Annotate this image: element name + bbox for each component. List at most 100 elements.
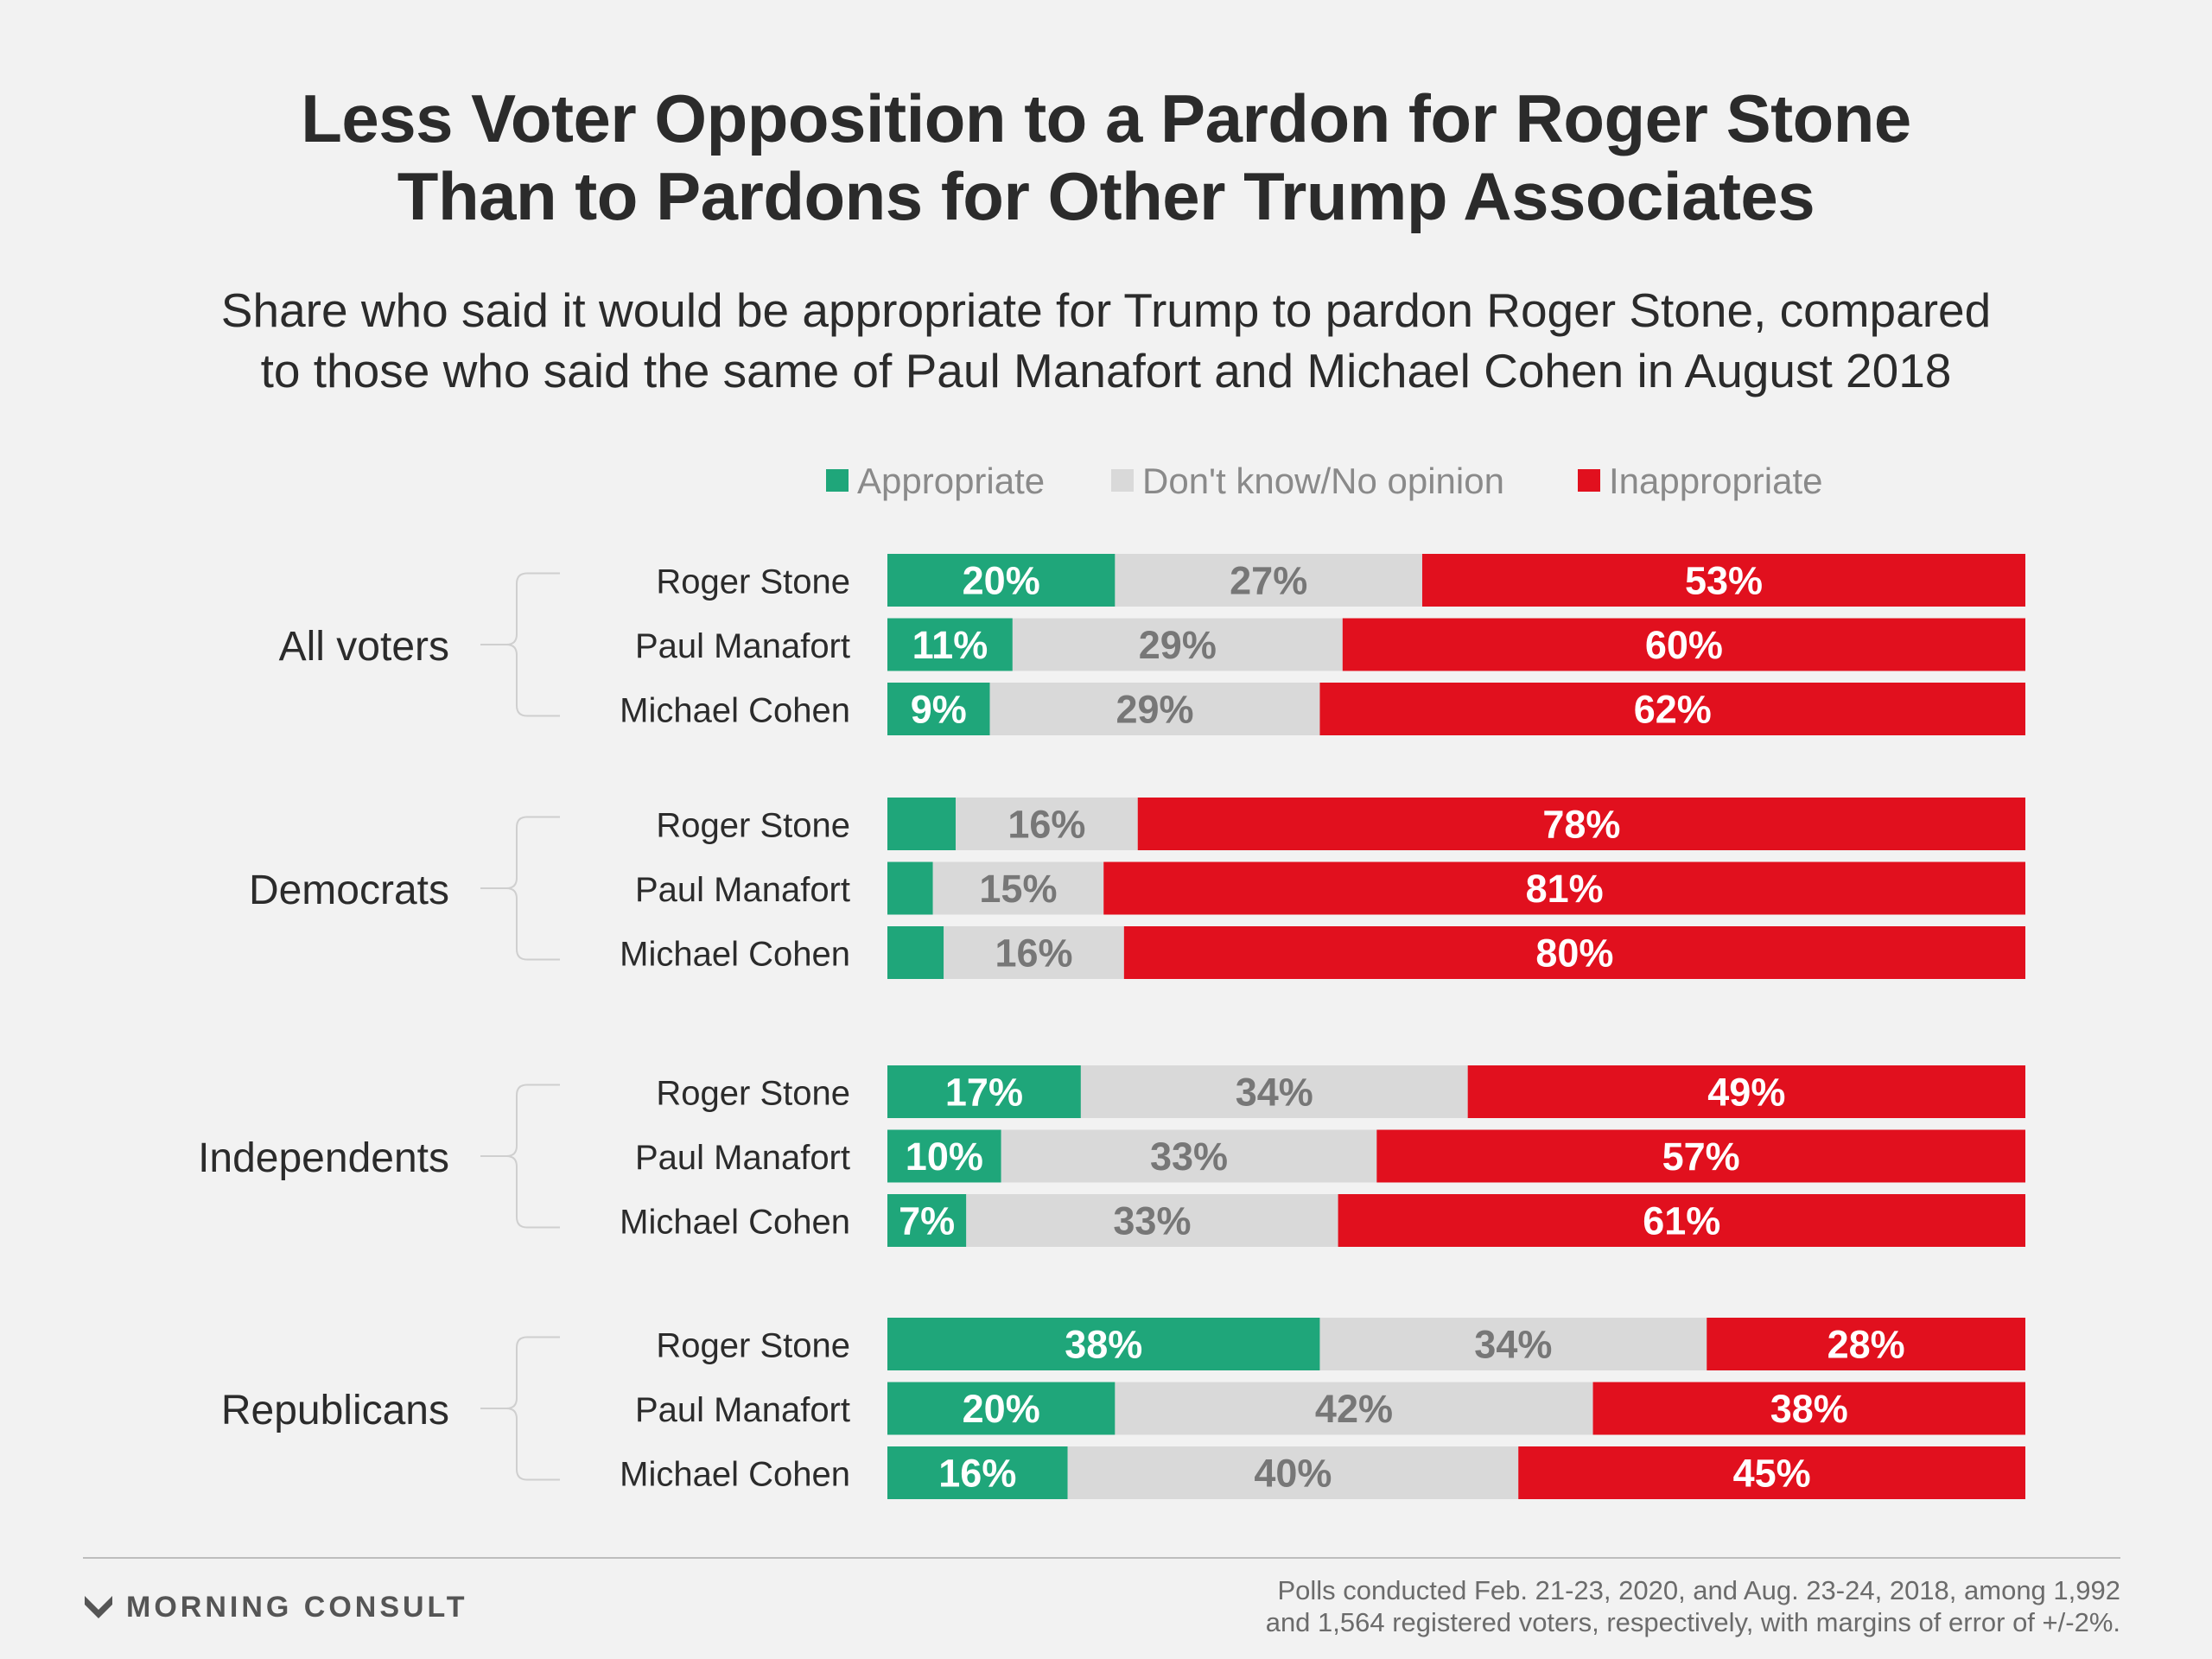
footer-divider bbox=[83, 1557, 2120, 1559]
morning-consult-logo-icon bbox=[85, 1596, 112, 1618]
bar-segment-0 bbox=[887, 683, 990, 735]
row-label: Roger Stone bbox=[656, 1327, 850, 1365]
group-bracket bbox=[480, 816, 560, 961]
bar-value-label: 53% bbox=[1685, 559, 1763, 603]
bar-segment-0 bbox=[887, 618, 1013, 671]
bar-segment-2 bbox=[1467, 1065, 2025, 1118]
group-bracket bbox=[480, 572, 560, 717]
bar-segment-0 bbox=[887, 1065, 1081, 1118]
bar-value-label: 16% bbox=[995, 931, 1072, 976]
bar-value-label: 78% bbox=[1542, 803, 1620, 847]
bar-segment-1 bbox=[966, 1194, 1338, 1247]
bar-value-label: 15% bbox=[979, 867, 1057, 911]
bar-segment-0 bbox=[887, 861, 933, 915]
row-label: Michael Cohen bbox=[620, 1204, 850, 1242]
bar-value-label: 81% bbox=[1526, 867, 1604, 911]
bar-value-label: 49% bbox=[1707, 1071, 1785, 1115]
bar-value-label: 34% bbox=[1236, 1071, 1313, 1115]
bar-value-label: 11% bbox=[912, 623, 988, 667]
bar-segment-1 bbox=[1012, 618, 1343, 671]
bar-value-label: 38% bbox=[1770, 1387, 1848, 1431]
bar-segment-0 bbox=[887, 1194, 967, 1247]
bar-segment-2 bbox=[1518, 1446, 2025, 1499]
group-label: All voters bbox=[279, 624, 449, 670]
chart-subtitle-line-1: Share who said it would be appropriate f… bbox=[220, 283, 1992, 337]
bar-segment-0 bbox=[887, 1129, 1001, 1183]
bar-segment-1 bbox=[1319, 1318, 1707, 1370]
bar-value-label: 20% bbox=[963, 559, 1040, 603]
bar-value-label: 27% bbox=[1230, 559, 1307, 603]
bar-value-label: 57% bbox=[1662, 1135, 1740, 1179]
chart-subtitle: Share who said it would be appropriate f… bbox=[0, 280, 2212, 401]
brand-name: MORNING CONSULT bbox=[126, 1590, 468, 1624]
bar-segment-1 bbox=[956, 798, 1138, 850]
bar-value-label: 80% bbox=[1535, 931, 1613, 976]
legend-label-0: Appropriate bbox=[857, 461, 1045, 501]
bar-value-label: 61% bbox=[1643, 1199, 1720, 1243]
row-label: Roger Stone bbox=[656, 563, 850, 601]
bar-value-label: 42% bbox=[1315, 1387, 1393, 1431]
bar-segment-2 bbox=[1103, 861, 2025, 915]
bar-value-label: 40% bbox=[1254, 1452, 1332, 1496]
bar-segment-1 bbox=[989, 683, 1320, 735]
bar-segment-1 bbox=[1001, 1129, 1377, 1183]
bar-value-label: 7% bbox=[899, 1199, 955, 1243]
chart-title-line-1: Less Voter Opposition to a Pardon for Ro… bbox=[301, 80, 1911, 156]
bar-segment-1 bbox=[932, 861, 1104, 915]
row-label: Paul Manafort bbox=[635, 871, 850, 909]
bar-segment-1 bbox=[1115, 1382, 1593, 1435]
chart-title: Less Voter Opposition to a Pardon for Ro… bbox=[0, 79, 2212, 235]
bar-segment-2 bbox=[1421, 554, 2025, 607]
bar-segment-1 bbox=[1067, 1446, 1519, 1499]
bar-value-label: 29% bbox=[1139, 623, 1217, 667]
bar-segment-2 bbox=[1376, 1129, 2025, 1183]
row-label: Paul Manafort bbox=[635, 627, 850, 665]
group-bracket bbox=[480, 1084, 560, 1229]
row-label: Michael Cohen bbox=[620, 1456, 850, 1494]
bar-segment-2 bbox=[1319, 683, 2025, 735]
group-label: Democrats bbox=[249, 868, 449, 913]
bar-segment-0 bbox=[887, 1382, 1116, 1435]
legend-label-2: Inappropriate bbox=[1609, 461, 1823, 501]
bar-value-label: 60% bbox=[1645, 623, 1723, 667]
bar-segment-2 bbox=[1123, 926, 2025, 979]
brand-logo: MORNING CONSULT bbox=[83, 1590, 468, 1624]
bar-segment-1 bbox=[1115, 554, 1422, 607]
bar-segment-2 bbox=[1707, 1318, 2025, 1370]
bar-value-label: 9% bbox=[911, 688, 967, 732]
bar-segment-0 bbox=[887, 798, 957, 850]
bar-segment-0 bbox=[887, 1318, 1320, 1370]
row-label: Michael Cohen bbox=[620, 692, 850, 730]
bar-value-label: 62% bbox=[1634, 688, 1712, 732]
bar-segment-2 bbox=[1137, 798, 2025, 850]
bar-value-label: 33% bbox=[1150, 1135, 1228, 1179]
bar-value-label: 38% bbox=[1065, 1323, 1142, 1367]
bar-value-label: 28% bbox=[1827, 1323, 1905, 1367]
bar-segment-2 bbox=[1592, 1382, 2025, 1435]
bar-value-label: 16% bbox=[1007, 803, 1085, 847]
group-label: Independents bbox=[198, 1135, 449, 1181]
stacked-bar-chart: Appropriate Don't know/No opinion Inapprop… bbox=[198, 461, 2025, 1499]
row-label: Roger Stone bbox=[656, 1075, 850, 1113]
group-label: Republicans bbox=[221, 1388, 449, 1433]
bar-value-label: 45% bbox=[1733, 1452, 1811, 1496]
legend-swatch-0 bbox=[826, 469, 849, 492]
source-note: Polls conducted Feb. 21-23, 2020, and Au… bbox=[1266, 1574, 2120, 1638]
bar-value-label: 16% bbox=[938, 1452, 1016, 1496]
row-label: Michael Cohen bbox=[620, 936, 850, 974]
source-note-line-2: and 1,564 registered voters, respectivel… bbox=[1265, 1607, 2120, 1637]
legend-swatch-1 bbox=[1111, 469, 1134, 492]
chart-subtitle-line-2: to those who said the same of Paul Manaf… bbox=[260, 344, 1952, 397]
bar-segment-0 bbox=[887, 926, 944, 979]
row-label: Roger Stone bbox=[656, 807, 850, 845]
bar-segment-2 bbox=[1338, 1194, 2025, 1247]
legend-swatch-2 bbox=[1578, 469, 1600, 492]
bar-segment-1 bbox=[944, 926, 1124, 979]
bar-segment-2 bbox=[1342, 618, 2025, 671]
bar-value-label: 20% bbox=[963, 1387, 1040, 1431]
bar-segment-0 bbox=[887, 1446, 1068, 1499]
row-label: Paul Manafort bbox=[635, 1391, 850, 1429]
legend-label-1: Don't know/No opinion bbox=[1142, 461, 1504, 501]
bar-value-label: 34% bbox=[1474, 1323, 1552, 1367]
source-note-line-1: Polls conducted Feb. 21-23, 2020, and Au… bbox=[1277, 1575, 2120, 1605]
